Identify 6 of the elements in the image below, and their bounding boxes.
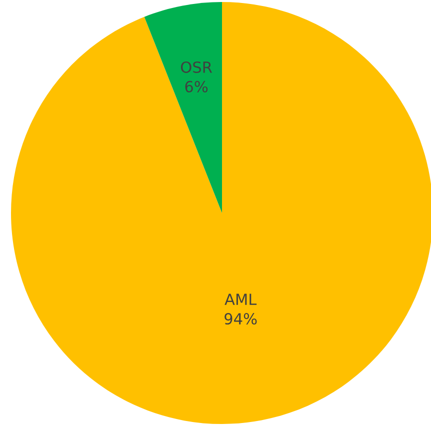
slice-label: OSR — [180, 61, 212, 73]
pie-slice — [11, 2, 431, 424]
data-label: 6% — [185, 80, 208, 92]
slice-label: AML — [224, 294, 257, 305]
data-label: 94% — [224, 313, 257, 325]
pie-slice — [144, 2, 222, 213]
